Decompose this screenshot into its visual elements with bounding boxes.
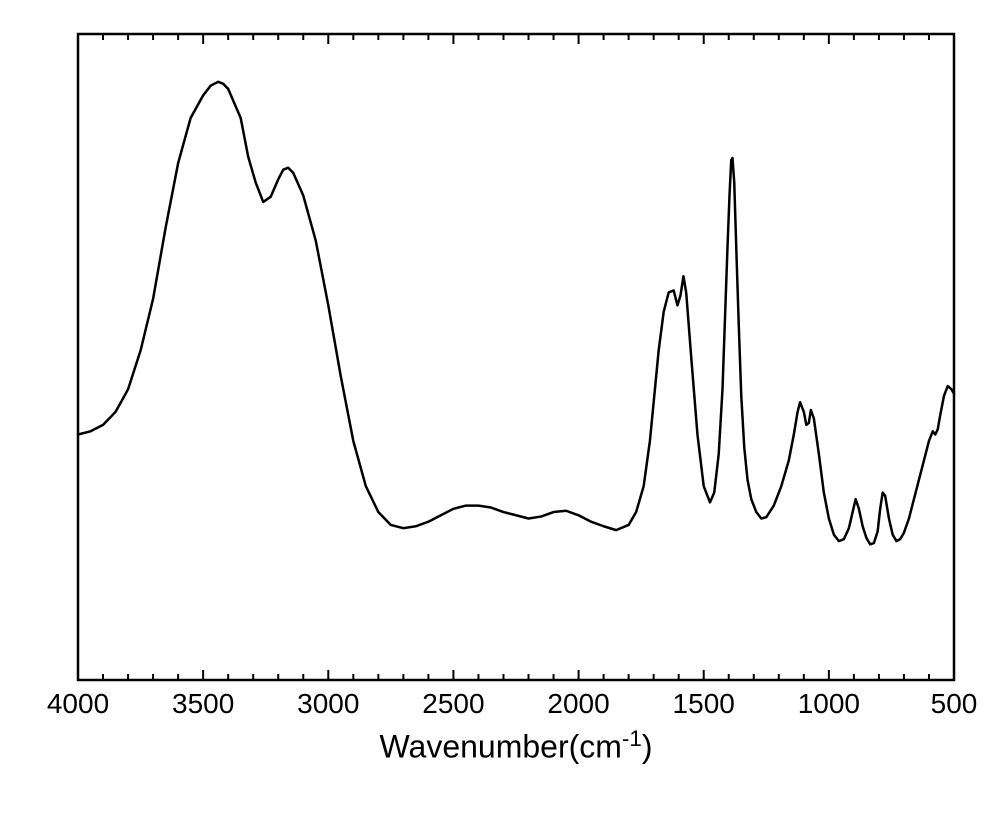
x-tick-label: 500 (931, 688, 978, 720)
x-tick-label: 4000 (47, 688, 109, 720)
spectrum-line (78, 82, 954, 545)
x-tick-label: 3500 (172, 688, 234, 720)
x-tick-label: 1000 (798, 688, 860, 720)
x-tick-label: 2000 (547, 688, 609, 720)
x-tick-label: 1500 (673, 688, 735, 720)
plot-frame (78, 34, 954, 680)
x-tick-label: 3000 (297, 688, 359, 720)
axis-ticks (78, 34, 954, 680)
x-tick-label: 2500 (422, 688, 484, 720)
x-axis-label: Wavenumber(cm-1) (380, 726, 653, 766)
ir-spectrum-figure: 4000 3500 3000 2500 2000 1500 1000 500 Wavenumb… (0, 0, 1000, 816)
